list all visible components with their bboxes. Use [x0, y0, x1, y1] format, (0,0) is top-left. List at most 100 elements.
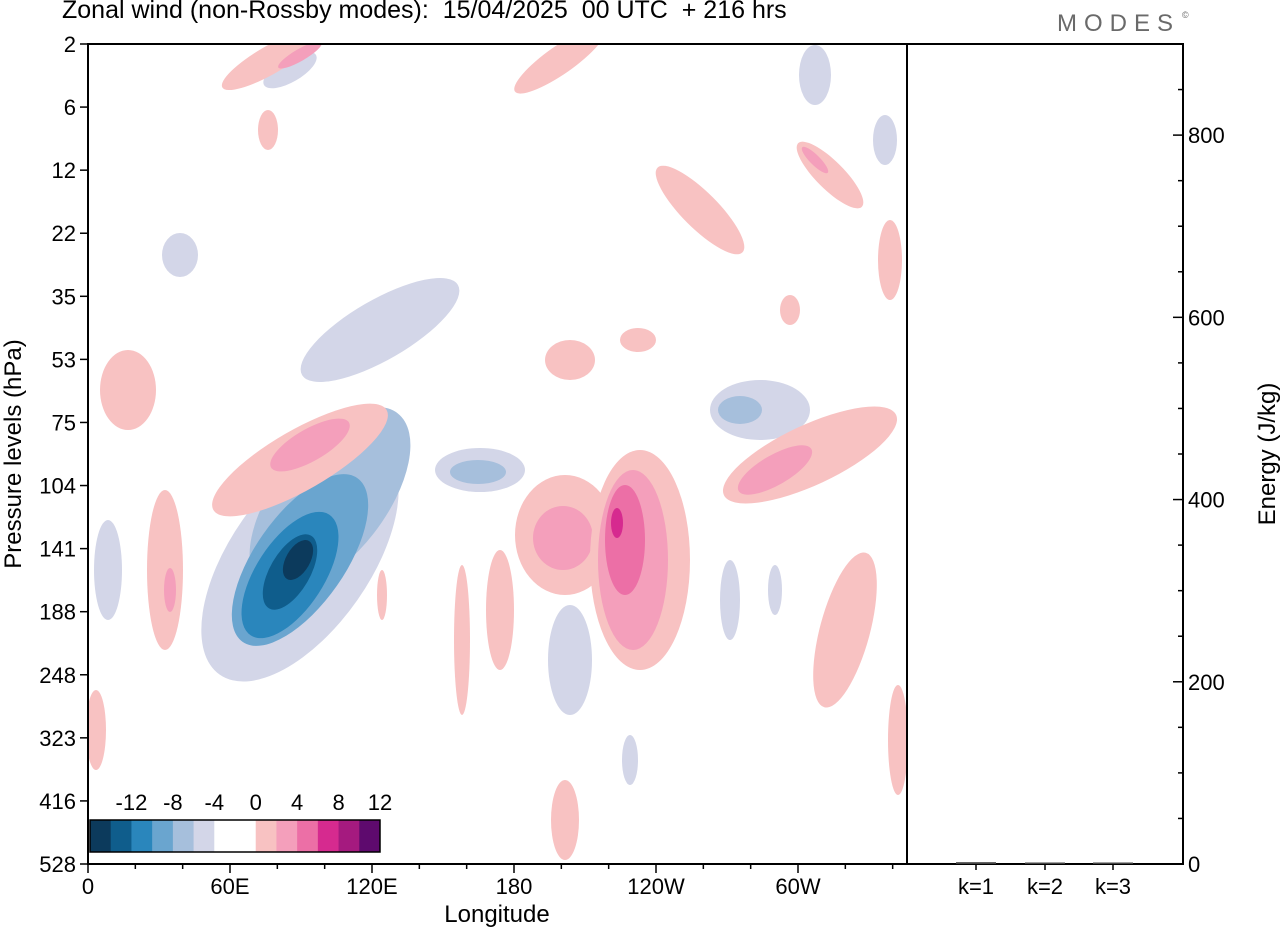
longitude-axis: 0 60E 120E 180 120W 60W [82, 864, 894, 899]
contour-region [768, 565, 782, 615]
energy-axis-label: Energy (J/kg) [1254, 383, 1280, 526]
colorbar-label: 0 [250, 790, 262, 815]
colorbar-swatch [317, 820, 340, 852]
x-tick-label: 180 [496, 874, 533, 899]
contour-region [718, 396, 762, 424]
colorbar-swatch [276, 820, 298, 852]
x-tick-label: 60E [210, 874, 249, 899]
y-tick-label: 75 [52, 410, 76, 435]
energy-tick-label: 400 [1188, 488, 1225, 513]
y-tick-label: 416 [39, 789, 76, 814]
y-tick-label: 53 [52, 347, 76, 372]
k-tick-label: k=2 [1027, 874, 1063, 899]
energy-bar [1025, 862, 1065, 864]
energy-panel-frame [906, 43, 1184, 865]
y-tick-label: 6 [64, 95, 76, 120]
contour-region [164, 568, 176, 612]
energy-axis: 0 200 400 600 800 [1173, 43, 1225, 877]
contour-region [533, 506, 593, 570]
colorbar-label: -8 [163, 790, 183, 815]
heatmap-contours [88, 44, 907, 860]
contour-region [796, 141, 864, 209]
energy-bars [956, 862, 1133, 864]
colorbar-swatch [131, 820, 153, 852]
contour-region [147, 490, 183, 650]
colorbar-swatch [193, 820, 215, 852]
colorbar-label: 4 [291, 790, 303, 815]
colorbar-label: 12 [368, 790, 392, 815]
colorbar-label: -4 [205, 790, 225, 815]
brand-copyright-mark: © [1182, 10, 1189, 20]
contour-region [282, 540, 314, 580]
pressure-axis: 2 6 12 22 35 53 75 104 141 188 248 323 416 528 [39, 32, 88, 877]
chart-title: Zonal wind (non-Rossby modes): 15/04/202… [62, 0, 787, 24]
contour-region [450, 460, 506, 484]
y-tick-label: 323 [39, 726, 76, 751]
x-axis-label: Longitude [444, 901, 549, 928]
contour-region [454, 565, 470, 715]
y-tick-label: 248 [39, 663, 76, 688]
contour-region [88, 690, 106, 770]
colorbar-swatch [214, 820, 236, 852]
y-tick-label: 104 [39, 474, 76, 499]
colorbar-swatch [172, 820, 195, 852]
colorbar-swatch [297, 820, 319, 852]
x-tick-label: 60W [775, 874, 820, 899]
y-tick-label: 12 [52, 158, 76, 183]
contour-region [605, 485, 645, 595]
contour-region [545, 340, 595, 380]
colorbar-swatch [235, 820, 257, 852]
contour-region [813, 552, 877, 708]
colorbar-label: 8 [332, 790, 344, 815]
colorbar-swatch [152, 820, 174, 852]
energy-tick-label: 800 [1188, 123, 1225, 148]
contour-region [720, 560, 740, 640]
x-tick-label: 0 [82, 874, 94, 899]
colorbar-swatch [359, 820, 381, 852]
contour-region [611, 508, 623, 538]
colorbar-label: -12 [116, 790, 148, 815]
contour-region [655, 165, 745, 255]
y-tick-label: 528 [39, 852, 76, 877]
contour-region [270, 418, 350, 472]
k-tick-label: k=3 [1095, 874, 1131, 899]
energy-tick-label: 0 [1188, 852, 1200, 877]
y-axis-label: Pressure levels (hPa) [0, 339, 27, 568]
contour-region [551, 780, 579, 860]
energy-tick-label: 200 [1188, 670, 1225, 695]
colorbar-swatch [90, 820, 112, 852]
brand-logo: MODES [1057, 10, 1181, 37]
contour-region [878, 220, 902, 300]
colorbar [89, 819, 381, 853]
contour-region [258, 110, 278, 150]
energy-bar [956, 862, 996, 864]
contour-region [799, 45, 831, 105]
contour-region [100, 350, 156, 430]
contour-region [737, 445, 813, 495]
contour-region [94, 520, 122, 620]
contour-region [888, 685, 907, 795]
contour-region [263, 51, 317, 89]
colorbar-swatch [338, 820, 360, 852]
wavenumber-labels: k=1 k=2 k=3 [958, 864, 1131, 899]
contour-region [873, 115, 897, 165]
x-tick-label: 120E [346, 874, 397, 899]
y-tick-label: 141 [39, 537, 76, 562]
y-tick-label: 22 [52, 221, 76, 246]
y-tick-label: 188 [39, 600, 76, 625]
colorbar-outline [89, 819, 381, 853]
k-tick-label: k=1 [958, 874, 994, 899]
contour-region [162, 233, 198, 277]
contour-region [548, 605, 592, 715]
contour-region [620, 328, 656, 352]
contour-region [622, 735, 638, 785]
contour-region [801, 146, 829, 174]
contour-region [300, 278, 460, 382]
colorbar-swatch [110, 820, 132, 852]
x-tick-label: 120W [627, 874, 685, 899]
y-tick-label: 35 [52, 284, 76, 309]
colorbar-swatch [255, 820, 277, 852]
colorbar-labels: -12 -8 -4 0 4 8 12 [116, 790, 393, 815]
contour-region [514, 44, 606, 94]
